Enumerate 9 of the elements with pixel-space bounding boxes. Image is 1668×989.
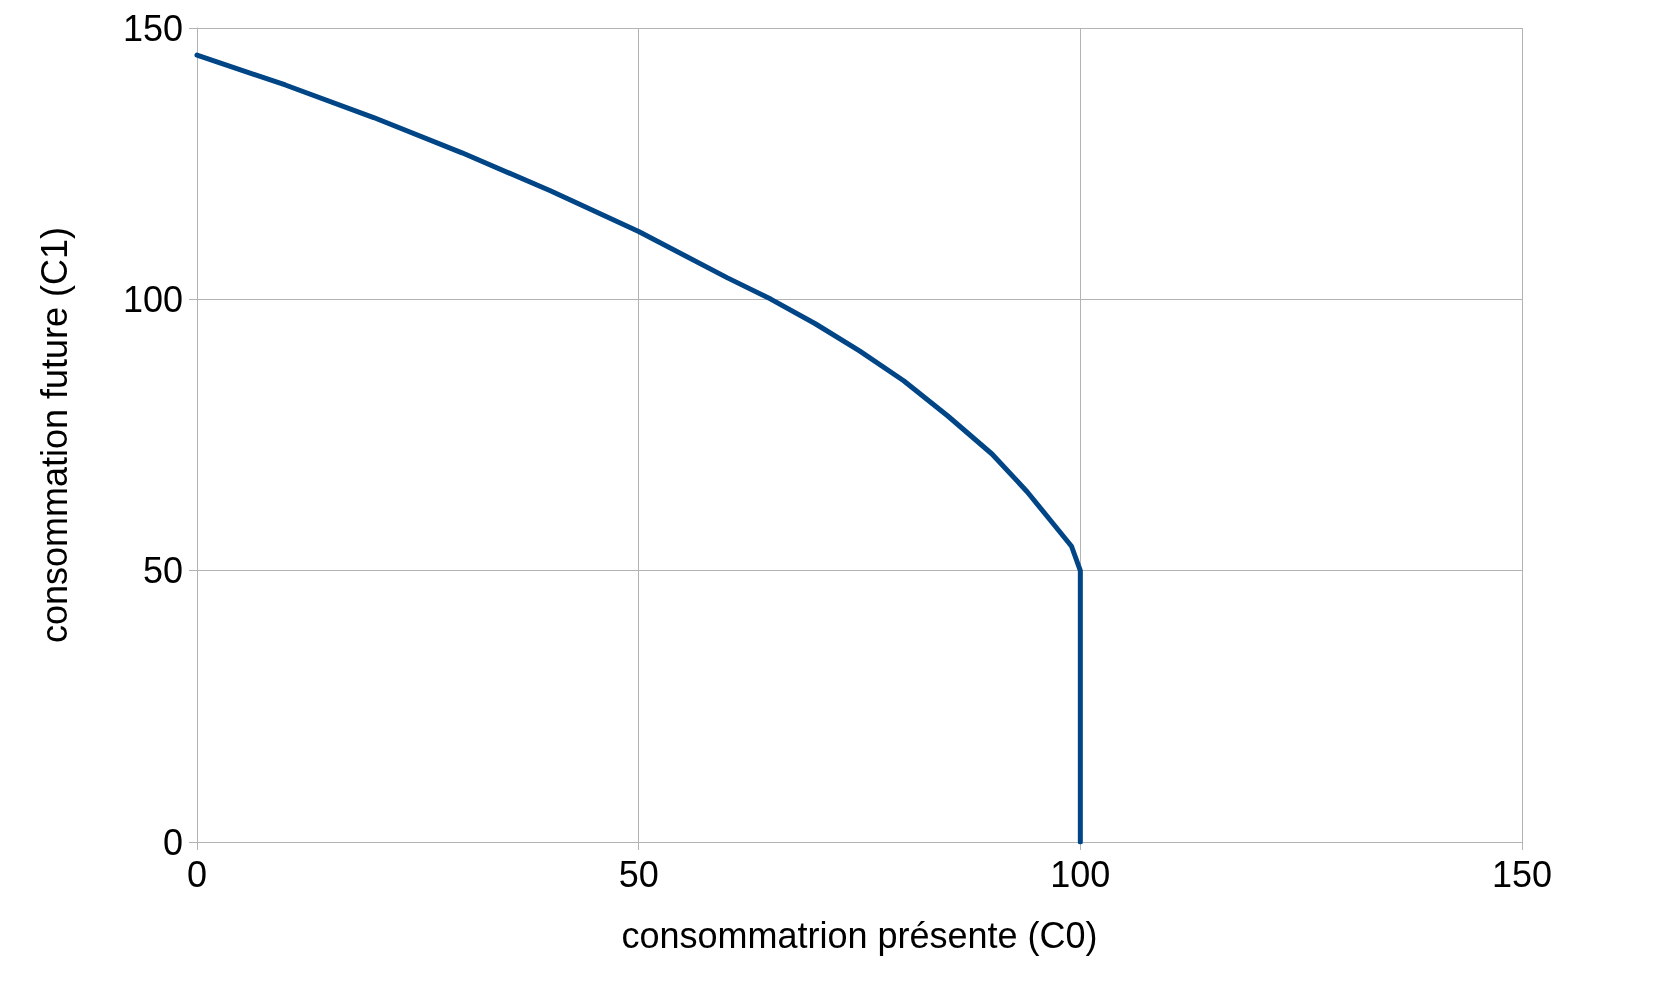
y-axis-title: consommation future (C1) bbox=[33, 226, 75, 644]
y-tick-label: 0 bbox=[162, 821, 183, 863]
y-tick-label: 150 bbox=[122, 7, 183, 49]
x-tick-label: 150 bbox=[1491, 853, 1553, 895]
x-axis-title: consommatrion présente (C0) bbox=[621, 914, 1098, 956]
y-tick-label: 50 bbox=[142, 550, 183, 592]
x-tick-label: 50 bbox=[618, 853, 659, 895]
y-tick-label: 100 bbox=[122, 278, 183, 320]
x-tick-label: 100 bbox=[1050, 853, 1111, 895]
